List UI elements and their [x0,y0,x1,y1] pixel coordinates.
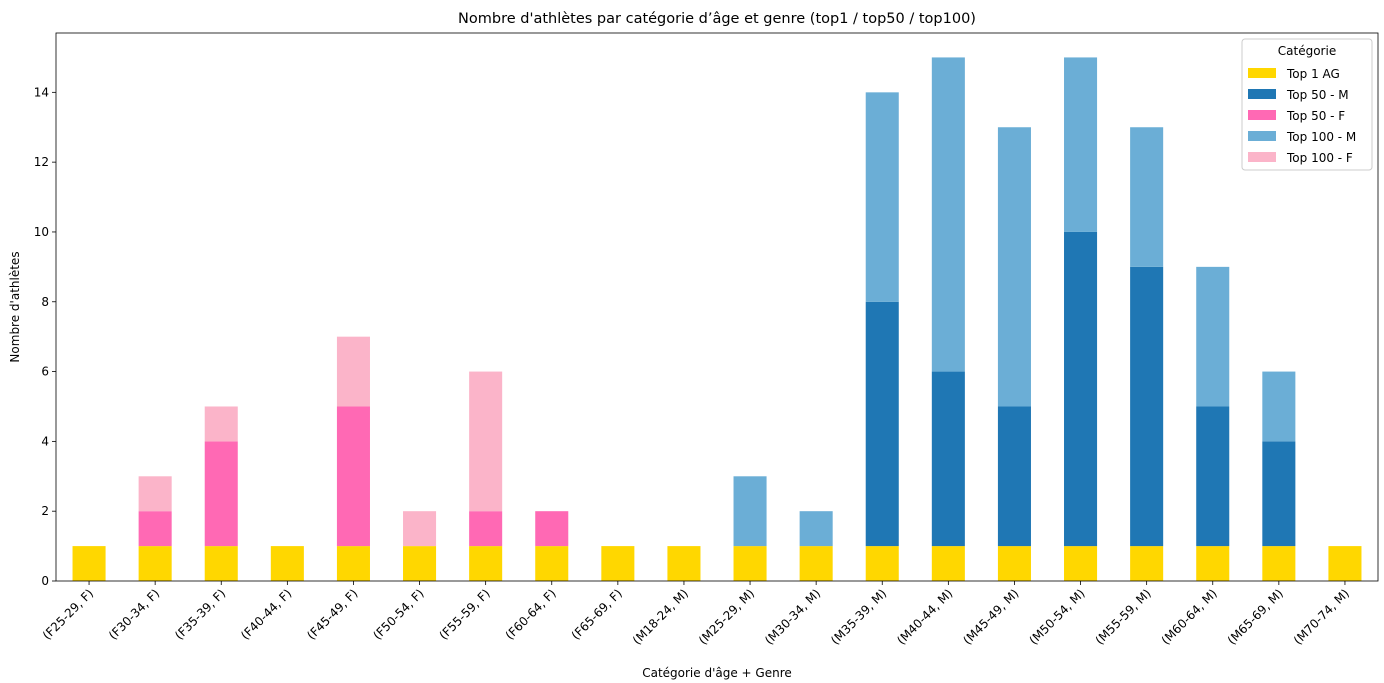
bar-segment [931,371,965,547]
bar-segment [1262,546,1296,581]
legend-label: Top 50 - F [1286,109,1345,123]
bar-segment [931,546,965,581]
bar-segment [1328,546,1362,581]
bar-segment [1064,231,1098,547]
bar-segment [336,336,370,407]
legend-label: Top 100 - F [1286,151,1353,165]
bar-segment [336,406,370,547]
bar-segment [403,511,437,547]
x-axis-title: Catégorie d'âge + Genre [642,666,792,680]
bar-segment [1196,546,1230,581]
legend-label: Top 50 - M [1286,88,1349,102]
bar-segment [997,546,1031,581]
bar-segment [1262,441,1296,547]
y-tick-label: 14 [34,85,49,99]
bar-segment [469,371,503,512]
bar-segment [138,476,172,512]
bar-segment [469,511,503,547]
y-tick-label: 2 [41,504,49,518]
legend-title: Catégorie [1278,44,1336,58]
legend-swatch [1248,110,1276,120]
bar-segment [138,546,172,581]
bar-segment [799,546,833,581]
bar-segment [1130,266,1164,547]
bar-segment [535,546,569,581]
bar-segment [138,511,172,547]
plot-frame [55,32,1379,582]
bar-segment [865,301,899,547]
y-axis-title: Nombre d'athlètes [8,251,22,362]
bar-segment [1064,57,1098,232]
bar-segment [336,546,370,581]
bar-segment [1262,371,1296,442]
legend-swatch [1248,89,1276,99]
bar-segment [403,546,437,581]
chart-title: Nombre d'athlètes par catégorie d’âge et… [458,11,976,27]
bar-segment [865,92,899,302]
y-tick-label: 4 [41,434,49,448]
bar-segment [72,546,106,581]
bar-segment [535,511,569,547]
bar-segment [931,57,965,372]
bar-segment [733,476,767,547]
bar-segment [204,546,238,581]
bar-segment [204,441,238,547]
bar-segment [799,511,833,547]
legend-swatch [1248,68,1276,78]
bar-segment [865,546,899,581]
legend: Catégorie Top 1 AG Top 50 - M Top 50 - F Top… [1241,38,1373,171]
bar-segment [1130,127,1164,267]
legend-swatch [1248,152,1276,162]
legend-label: Top 100 - M [1286,130,1356,144]
bar-segment [601,546,635,581]
bar-segment [204,406,238,442]
bar-segment [270,546,304,581]
legend-label: Top 1 AG [1286,67,1340,81]
y-tick-label: 12 [34,155,49,169]
y-tick-label: 6 [41,365,49,379]
bar-segment [733,546,767,581]
bar-segment [469,546,503,581]
y-tick-label: 0 [41,574,49,588]
y-tick-label: 8 [41,295,49,309]
bar-segment [1064,546,1098,581]
legend-swatch [1248,131,1276,141]
bar-segment [997,127,1031,407]
bar-segment [667,546,701,581]
bar-segment [1130,546,1164,581]
y-tick-label: 10 [34,225,49,239]
bar-segment [997,406,1031,547]
bar-segment [1196,266,1230,407]
bar-segment [1196,406,1230,547]
bars-layer [72,57,1362,581]
